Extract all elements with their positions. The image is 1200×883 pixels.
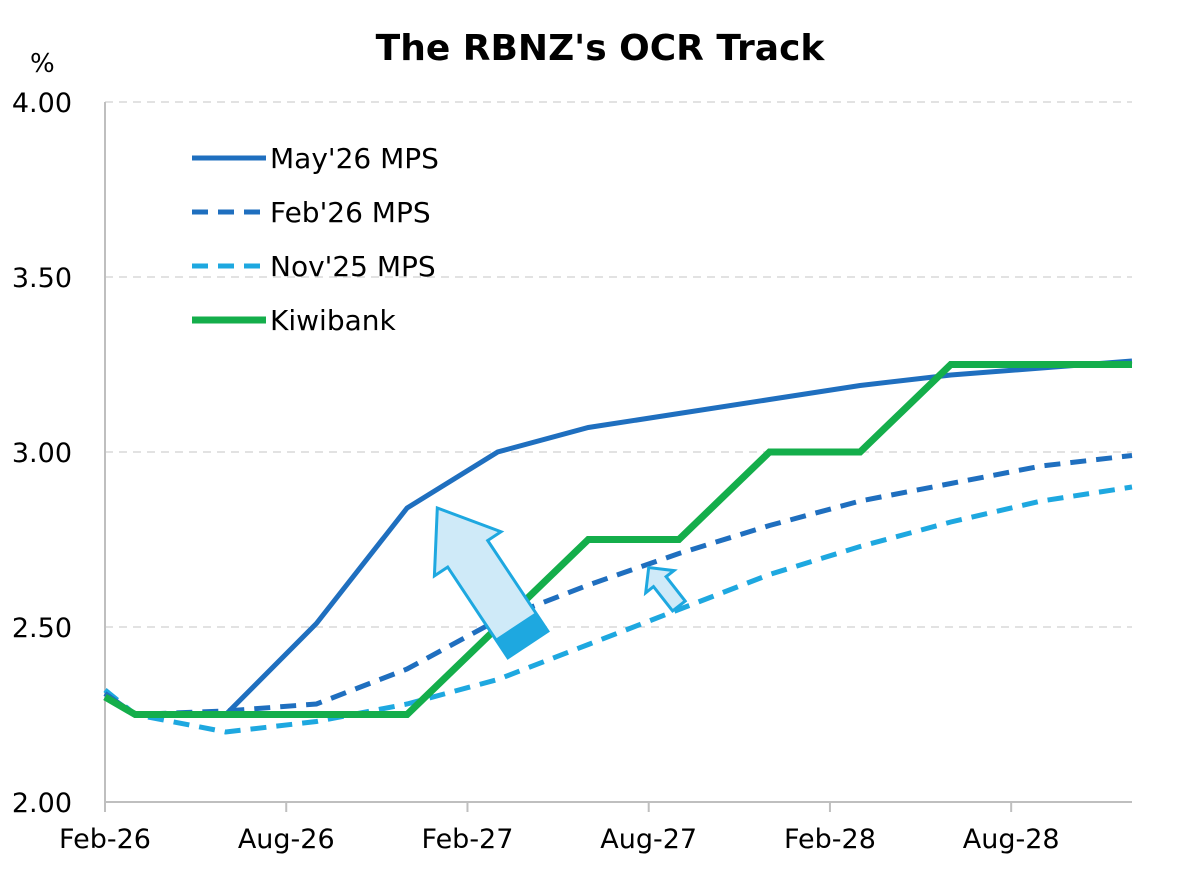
series-line-nov25-mps (103, 484, 1133, 735)
chart-title: The RBNZ's OCR Track (376, 28, 826, 69)
x-tick-label: Feb-27 (422, 824, 514, 855)
legend-label: May'26 MPS (270, 142, 439, 175)
x-tick-label: Feb-26 (59, 824, 151, 855)
axes: 2.00 2.50 3.00 3.50 4.00 Feb-26 Aug-26 Feb-27 Au… (12, 88, 1132, 855)
small-shift-arrow (643, 565, 688, 614)
x-tick-label: Aug-28 (963, 824, 1060, 855)
series-lines (103, 358, 1133, 735)
y-tick-label: 2.50 (12, 613, 72, 644)
x-tick-label: Aug-27 (600, 824, 697, 855)
y-tick-label: 3.50 (12, 263, 72, 294)
x-tick-label: Feb-28 (784, 824, 876, 855)
y-axis-unit-label: % (30, 49, 55, 79)
legend-label: Feb'26 MPS (270, 196, 431, 229)
series-line-kiwibank (103, 361, 1132, 718)
legend-label: Kiwibank (270, 304, 396, 337)
annotations (432, 505, 688, 660)
legend-label: Nov'25 MPS (270, 250, 436, 283)
gridlines (105, 101, 1132, 628)
y-tick-label: 4.00 (12, 88, 72, 119)
y-tick-label: 2.00 (12, 788, 72, 819)
series-line-feb26-mps (103, 453, 1133, 718)
legend: May'26 MPS Feb'26 MPS Nov'25 MPS Kiwibank (192, 142, 439, 337)
y-tick-label: 3.00 (12, 438, 72, 469)
x-tick-label: Aug-26 (238, 824, 335, 855)
large-shift-arrow-base (495, 612, 549, 659)
